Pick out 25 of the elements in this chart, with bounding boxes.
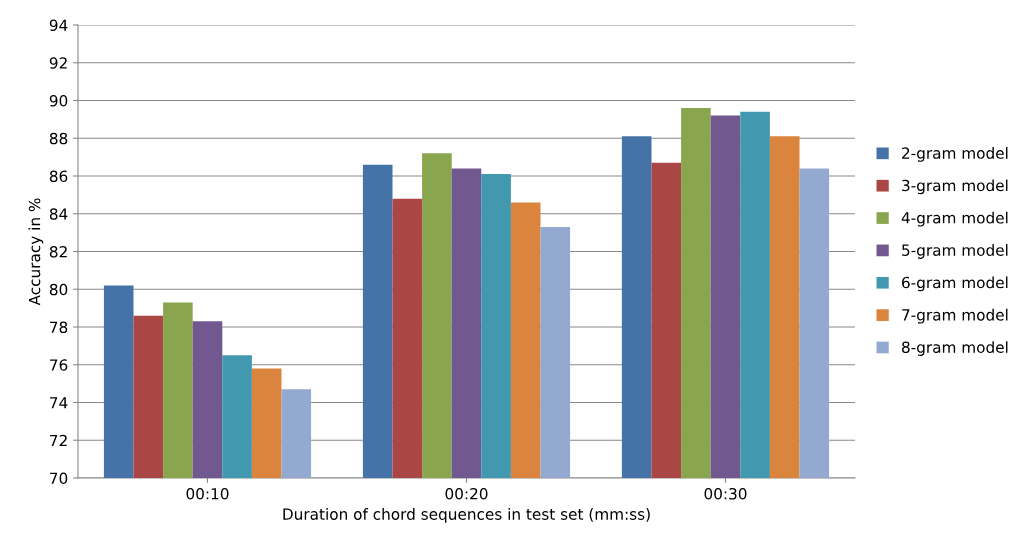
y-tick-label: 90 (49, 94, 68, 107)
legend-label: 7-gram model (902, 308, 1008, 324)
y-tick-label: 88 (49, 132, 68, 145)
x-tick-label: 00:20 (445, 487, 488, 500)
y-tick-label: 72 (50, 434, 67, 447)
x-tick-label: 00:10 (186, 487, 229, 500)
legend-label: 3-gram model (902, 179, 1008, 195)
y-axis-title: Accuracy in % (28, 198, 44, 306)
y-tick-label: 84 (49, 208, 68, 220)
x-axis-title: Duration of chord sequences in test set (mm:ss) (283, 508, 650, 523)
legend-label: 5-gram model (902, 244, 1008, 259)
y-tick-label: 82 (49, 245, 67, 258)
y-tick-label: 78 (50, 321, 68, 334)
y-tick-label: 80 (49, 283, 68, 296)
x-tick-label: 00:30 (704, 487, 747, 500)
legend-label: 8-gram model (902, 341, 1008, 356)
y-tick-label: 92 (49, 57, 67, 69)
legend-label: 6-gram model (902, 276, 1008, 292)
y-tick-label: 76 (50, 359, 68, 371)
y-tick-label: 94 (49, 19, 68, 32)
y-tick-label: 86 (49, 170, 68, 183)
legend-label: 4-gram model (901, 211, 1008, 227)
y-tick-label: 70 (50, 472, 68, 485)
legend-label: 2-gram model (902, 147, 1008, 162)
y-tick-label: 74 (50, 397, 68, 409)
